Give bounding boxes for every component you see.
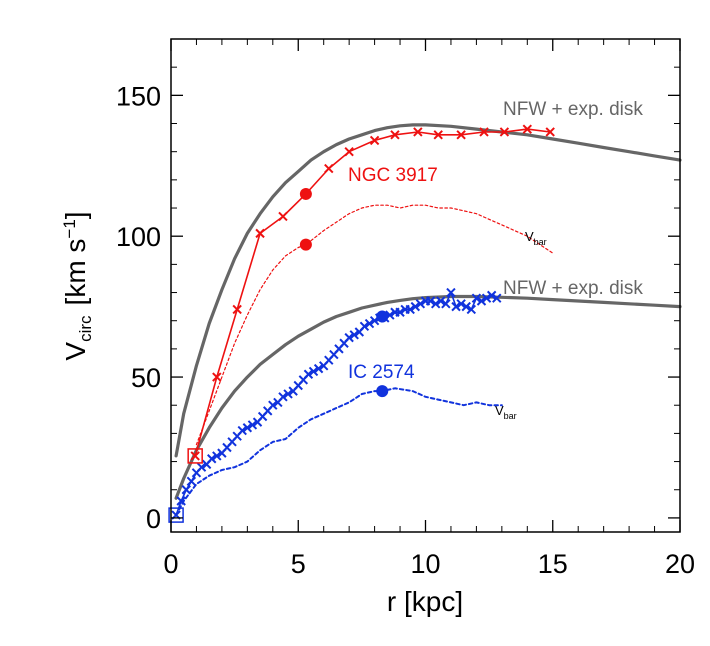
svg-text:Vcirc[km s−1]: Vcirc [km s−1] — [60, 211, 95, 360]
ngc-dot-bar — [299, 238, 312, 251]
ic-obs-point — [349, 330, 359, 340]
y-tick-label: 150 — [116, 81, 161, 111]
x-tick-label: 20 — [665, 549, 695, 579]
ic-obs-point — [405, 304, 415, 315]
y-tick-label: 100 — [116, 222, 161, 252]
ngc-obs-point — [499, 127, 510, 137]
x-tick-label: 15 — [538, 549, 568, 579]
ngc-obs-point — [456, 130, 466, 140]
tick-layer: 0 5 10 15 20 0 50 100 150 — [116, 38, 695, 579]
ngc-obs-point — [278, 211, 288, 222]
ic-obs-point — [430, 299, 441, 309]
ic-obs-point — [308, 366, 319, 377]
ic-obs-point — [247, 420, 258, 430]
ngc-obs-point — [324, 163, 334, 174]
ic-obs-point — [283, 389, 293, 399]
ic-obs-point — [344, 332, 354, 343]
ic-obs-point — [425, 296, 436, 306]
y-axis-title-main: V — [60, 342, 91, 361]
y-tick-label: 0 — [146, 504, 161, 534]
ic-vbar-line — [175, 387, 503, 517]
ic-dot-bar — [376, 385, 389, 398]
ic-name-label: IC 2574 — [348, 362, 415, 383]
ic-obs-point — [410, 301, 421, 312]
ngc-dot-obs — [299, 187, 312, 200]
ic-obs-point — [451, 301, 461, 312]
ic-obs-point — [237, 425, 247, 436]
ic-obs-point — [481, 293, 492, 303]
ngc-model-series — [174, 123, 682, 458]
ngc-model-line — [174, 123, 682, 458]
ic-dot-obs — [376, 310, 389, 323]
ngc-obs-point — [212, 372, 222, 382]
ic-obs-point — [196, 462, 207, 472]
y-axis-title-sup: −1 — [60, 219, 79, 238]
ic-model-series — [174, 294, 682, 500]
ic-vbar-series — [175, 387, 503, 517]
y-axis-title-sub: circ — [76, 315, 95, 342]
ic-obs-point — [176, 496, 186, 506]
ic-obs-point — [268, 400, 278, 410]
ic-obs-point — [415, 299, 426, 309]
y-tick-label: 50 — [131, 363, 161, 393]
ic-obs-point — [446, 287, 456, 298]
ic-obs-point — [395, 307, 405, 317]
ngc-vbar-sub: bar — [534, 237, 547, 247]
ngc-obs-point — [479, 127, 489, 137]
ic-box — [168, 507, 184, 523]
x-tick-label: 5 — [291, 549, 306, 579]
ngc-vbar-label: Vbar — [525, 229, 547, 247]
ngc-obs-point — [369, 135, 380, 146]
ngc-obs-point — [390, 130, 400, 140]
ngc-obs-point — [433, 130, 443, 140]
ngc-box — [187, 448, 203, 464]
x-tick-label: 0 — [163, 549, 178, 579]
ngc-vbar-series — [195, 204, 554, 446]
ngc-obs-point — [344, 146, 354, 157]
ngc-obs-point — [413, 127, 423, 137]
ngc-obs-point — [522, 124, 533, 134]
ic-obs-point — [212, 451, 222, 461]
x-tick-label: 10 — [410, 549, 440, 579]
y-axis-title-close: ] — [60, 211, 91, 219]
ic-obs-point — [207, 454, 217, 464]
y-axis-title: Vcirc [km s−1] — [60, 211, 95, 360]
ic-obs-point — [313, 363, 324, 374]
ic-obs-point — [461, 301, 471, 312]
ngc-obs-point — [190, 451, 200, 461]
ic-obs-point — [476, 296, 487, 306]
ic-obs-point — [364, 318, 375, 329]
ic-obs-point — [186, 476, 197, 486]
ic-obs-point — [471, 293, 482, 303]
ngc-name-label: NGC 3917 — [348, 165, 438, 186]
ic-model-line — [174, 294, 682, 500]
ic-obs-point — [242, 423, 253, 433]
ic-obs-point — [466, 304, 477, 315]
ic-vbar-label: Vbar — [495, 403, 517, 421]
ic-obs-point — [359, 321, 370, 332]
ngc-vbar-main: V — [525, 229, 534, 244]
y-axis-title-units: [km s — [60, 239, 91, 306]
ic-obs-point — [303, 369, 314, 379]
ngc-obs-point — [232, 304, 242, 315]
ic-obs-point — [278, 392, 288, 402]
ngc-vbar-line — [195, 204, 554, 446]
ic-obs-point — [486, 290, 497, 301]
ic-obs-point — [436, 296, 446, 306]
ic-vbar-sub: bar — [504, 411, 517, 421]
ic-obs-point — [456, 299, 466, 309]
ic-vbar-main: V — [495, 403, 504, 418]
ic-obs-point — [492, 293, 502, 303]
marker-layer — [168, 187, 389, 523]
ngc-obs-point — [545, 127, 555, 137]
x-axis-title: r [kpc] — [387, 586, 463, 617]
ic-model-label: NFW + exp. disk — [503, 278, 643, 299]
ngc-obs-point — [255, 228, 265, 239]
ic-obs-point — [441, 299, 451, 309]
ngc-model-label: NFW + exp. disk — [503, 99, 643, 120]
